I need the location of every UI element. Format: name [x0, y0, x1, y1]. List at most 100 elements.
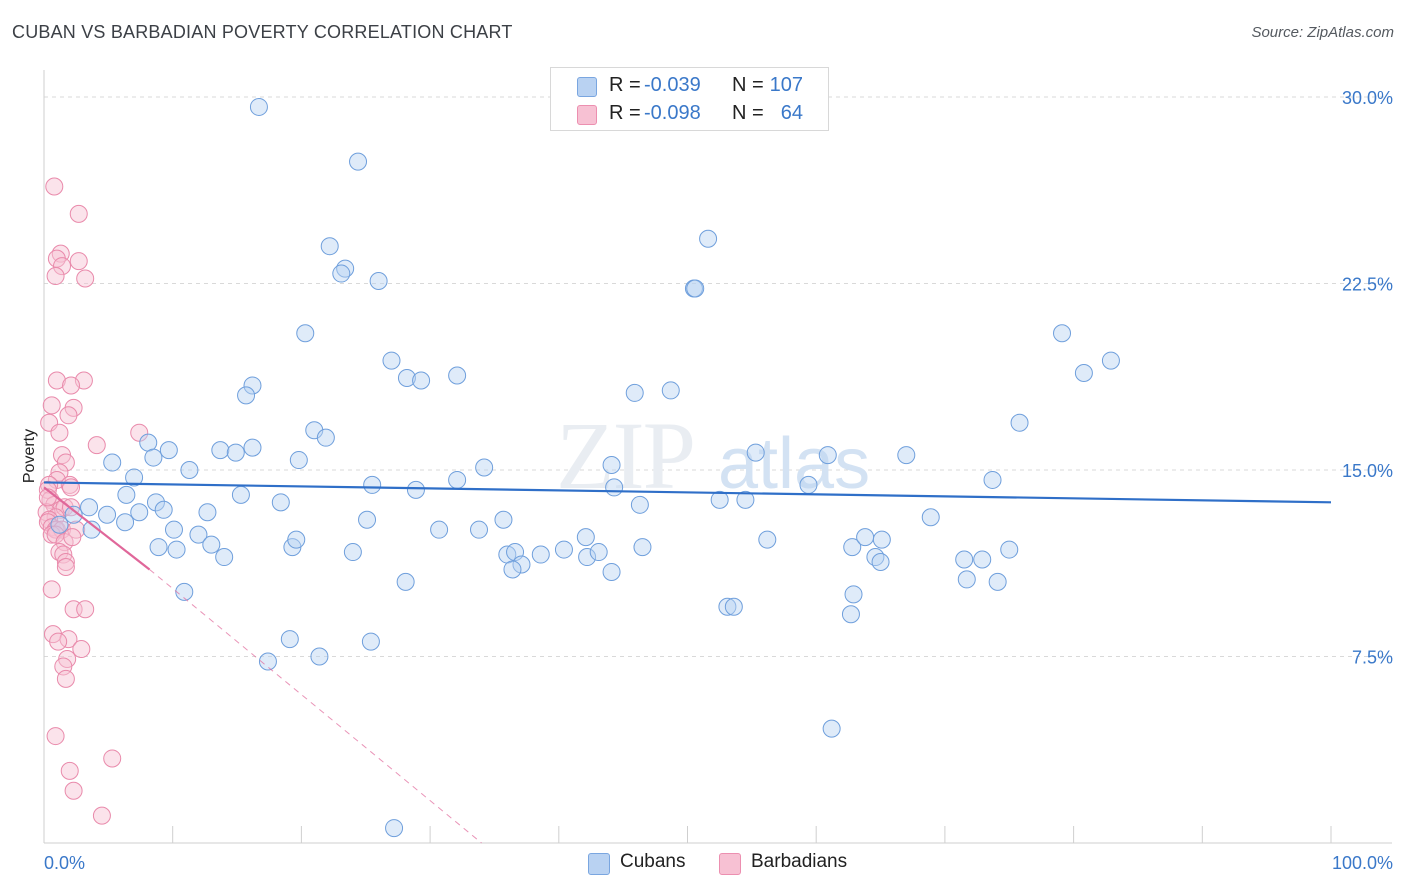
- cubans-trend-line: [43, 481, 1332, 504]
- cubans-point: [189, 525, 208, 544]
- barbadians-point: [63, 528, 82, 547]
- barbadians-point: [56, 553, 75, 572]
- barbadians-legend-swatch: [719, 853, 741, 875]
- barbadians-point: [130, 423, 149, 442]
- barbadians-point: [56, 557, 75, 576]
- grid-layer: [44, 96, 1392, 657]
- cubans-point: [180, 461, 199, 479]
- cubans-point: [116, 513, 135, 532]
- cubans-point: [50, 515, 69, 534]
- cubans-point: [718, 597, 737, 616]
- cubans-point: [231, 485, 250, 504]
- cubans-point: [139, 433, 158, 452]
- cubans-point: [602, 456, 621, 475]
- barbadians-point: [56, 669, 75, 688]
- barbadians-point: [76, 269, 95, 288]
- cubans-point: [841, 605, 860, 624]
- cubans-point: [470, 520, 489, 539]
- cubans-point: [494, 510, 513, 529]
- cubans-point: [316, 428, 335, 447]
- n-label: N =: [732, 102, 764, 124]
- cubans-point: [1000, 540, 1019, 559]
- y-tick-label: 15.0%: [1342, 461, 1393, 481]
- trend-layer: [43, 481, 1332, 844]
- cubans-point: [957, 570, 976, 589]
- cubans-point: [296, 324, 315, 343]
- n-label: N =: [732, 74, 764, 96]
- axis-layer: [43, 70, 1392, 844]
- cubans-point: [98, 505, 117, 524]
- cubans-point: [211, 441, 230, 460]
- cubans-point: [382, 351, 401, 370]
- cubans-point: [475, 458, 494, 477]
- cubans-point: [921, 508, 940, 527]
- barbadians-point: [53, 257, 72, 276]
- cubans-point: [578, 548, 597, 567]
- cubans-point: [332, 264, 351, 283]
- barbadians-point: [62, 376, 81, 395]
- barbadians-legend-label: Barbadians: [751, 851, 848, 872]
- cubans-point: [661, 381, 680, 400]
- barbadians-point: [47, 371, 66, 390]
- y-tick-label: 7.5%: [1352, 648, 1393, 668]
- cubans-point: [758, 530, 777, 549]
- barbadians-point: [42, 396, 61, 415]
- n-value: 107: [769, 74, 803, 96]
- cubans-point: [843, 538, 862, 557]
- cubans-point: [973, 550, 992, 569]
- r-label: R =: [609, 102, 641, 124]
- cubans-point: [202, 535, 221, 554]
- cubans-legend-swatch: [588, 853, 610, 875]
- cubans-point: [149, 538, 168, 557]
- barbadians-point: [55, 498, 74, 517]
- x-tick-label: 0.0%: [44, 853, 85, 873]
- cubans-point: [397, 368, 416, 387]
- chart-title: CUBAN VS BARBADIAN POVERTY CORRELATION C…: [12, 22, 513, 42]
- n-value: 64: [780, 102, 803, 124]
- barbadians-point: [76, 600, 95, 619]
- cubans-swatch: [577, 77, 597, 97]
- cubans-point: [125, 468, 144, 487]
- barbadians-point: [46, 727, 65, 746]
- barbadians-point: [50, 423, 69, 442]
- cubans-point: [280, 630, 299, 649]
- cubans-point: [358, 510, 377, 529]
- y-tick-label: 22.5%: [1342, 275, 1393, 295]
- source-label: Source: ZipAtlas.com: [1251, 24, 1394, 41]
- barbadians-swatch: [577, 105, 597, 125]
- cubans-point: [576, 528, 595, 547]
- cubans-point: [385, 819, 404, 838]
- cubans-point: [349, 152, 368, 171]
- barbadians-point: [87, 436, 106, 455]
- cubans-point: [80, 498, 99, 517]
- r-label: R =: [609, 74, 641, 96]
- cubans-point: [343, 543, 362, 562]
- cubans-point: [856, 528, 875, 547]
- cubans-point: [872, 530, 891, 549]
- watermark-atlas: atlas: [718, 424, 870, 504]
- barbadians-point: [69, 204, 88, 223]
- cubans-point: [503, 560, 522, 579]
- cubans-legend-label: Cubans: [620, 851, 686, 872]
- cubans-point: [117, 485, 136, 504]
- cubans-point: [226, 443, 245, 462]
- cubans-point: [258, 652, 277, 671]
- barbadians-point: [103, 749, 122, 768]
- cubans-point: [625, 383, 644, 402]
- cubans-point: [955, 550, 974, 569]
- barbadians-point: [62, 478, 81, 497]
- barbadians-point: [56, 453, 75, 472]
- cubans-point: [412, 371, 431, 390]
- cubans-point: [369, 272, 388, 291]
- cubans-point: [363, 475, 382, 494]
- cubans-point: [630, 495, 649, 514]
- cubans-point: [897, 446, 916, 465]
- cubans-point: [822, 719, 841, 738]
- cubans-point: [164, 520, 183, 539]
- cubans-point: [249, 97, 268, 116]
- cubans-point: [818, 446, 837, 465]
- cubans-point: [154, 500, 173, 519]
- cubans-point: [724, 597, 743, 616]
- barbadians-point: [49, 632, 68, 651]
